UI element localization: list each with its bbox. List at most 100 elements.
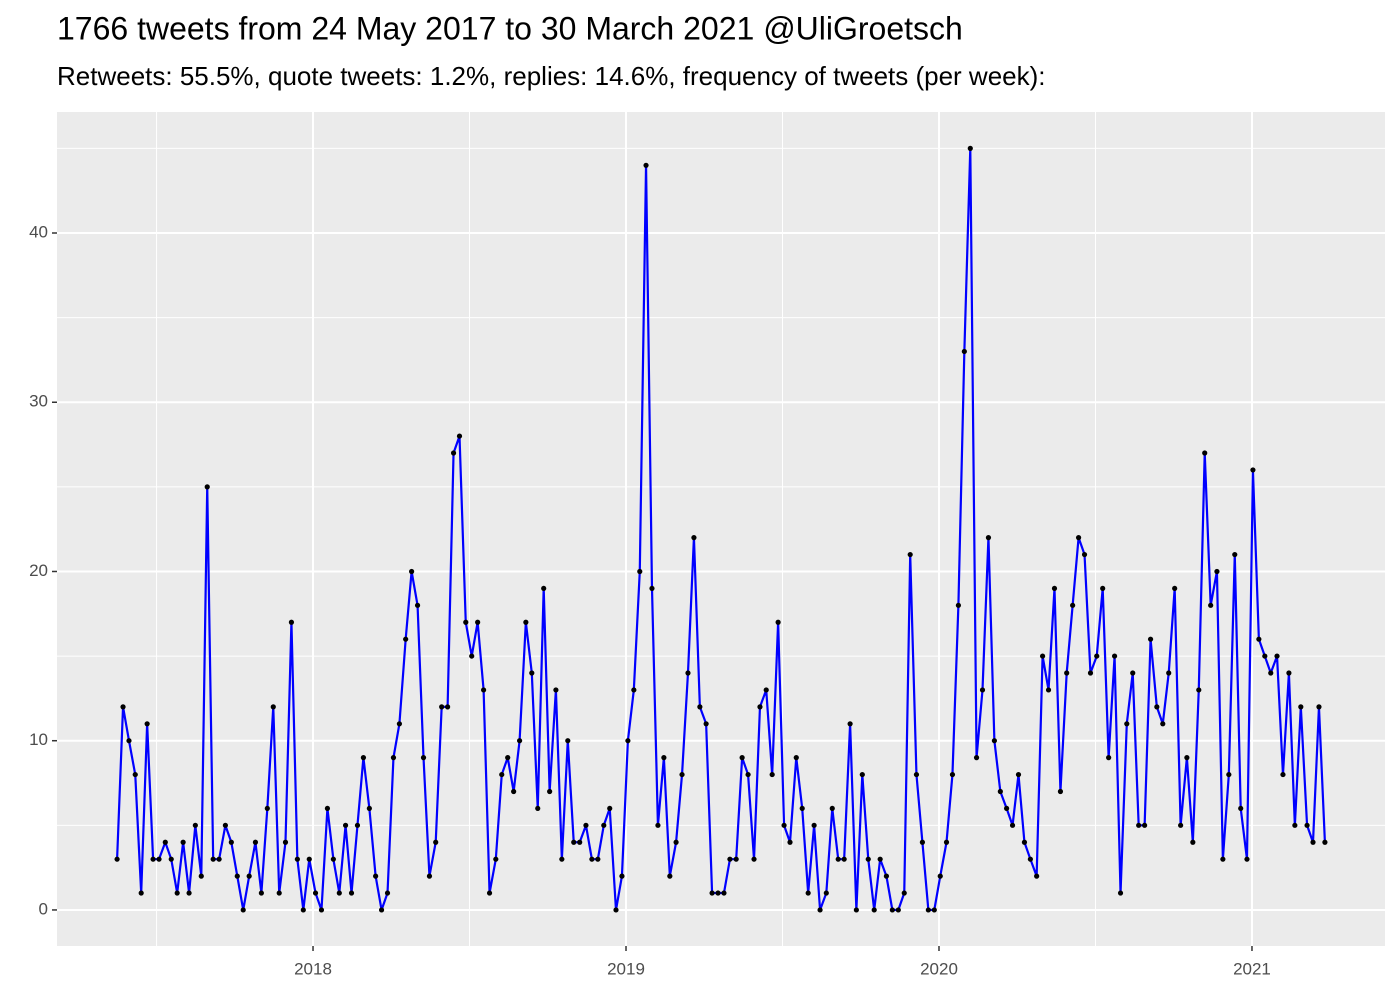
chart-title: 1766 tweets from 24 May 2017 to 30 March… [57,10,963,46]
data-point [805,890,811,896]
data-point [565,738,571,744]
data-point [198,873,204,879]
data-point [625,738,631,744]
data-point [300,907,306,913]
data-point [661,755,667,761]
data-point [643,162,649,168]
data-point [469,653,475,659]
data-point [1009,822,1016,828]
data-point [1262,653,1268,659]
data-point [162,839,168,845]
data-point [1136,822,1142,828]
data-point [409,568,415,575]
data-point [577,839,583,845]
data-point [312,890,319,896]
data-point [847,721,853,727]
data-point [1070,602,1076,608]
data-point [709,890,715,896]
y-tick-label: 40 [29,222,48,241]
data-point [150,856,156,862]
data-point [1208,602,1214,608]
data-point [324,805,331,812]
data-point [1196,687,1202,693]
data-point [493,856,499,862]
data-point [919,839,926,845]
data-point [516,738,523,744]
data-point [1220,856,1226,862]
data-point [1268,670,1274,676]
data-point [180,839,186,845]
data-point [901,890,907,896]
data-point [360,755,367,761]
data-point [1184,755,1190,761]
data-point [384,890,391,896]
data-point [240,907,246,913]
data-point [450,450,457,456]
data-point [1064,670,1070,676]
data-point [132,771,138,778]
data-point [559,856,565,862]
data-point [961,348,967,355]
data-point [282,839,289,845]
data-point [276,890,282,896]
data-point [1172,585,1178,592]
data-point [949,771,956,778]
data-point [829,805,835,812]
data-point [336,890,342,896]
data-point [1015,771,1022,778]
data-point [1111,653,1118,659]
data-point [456,433,463,439]
data-point [589,856,595,862]
data-point [835,856,841,862]
data-point [396,721,403,727]
data-point [1087,670,1094,676]
data-point [703,721,709,727]
data-point [907,551,913,558]
data-point [445,704,451,710]
data-point [523,619,529,625]
data-point [1057,788,1064,795]
data-line [115,147,1327,912]
data-point [811,822,817,828]
data-point [763,687,769,693]
data-point [859,771,865,778]
data-point [571,839,577,845]
x-tick-label: 2021 [1233,959,1271,978]
data-point [1051,585,1058,592]
data-point [264,805,270,812]
data-point [222,822,228,828]
x-tick-label: 2018 [294,959,332,978]
data-point [973,755,980,761]
data-point [1039,653,1046,659]
data-point [1021,839,1028,845]
data-point [366,805,372,812]
data-point [1310,839,1316,845]
data-point [499,771,505,778]
data-point [841,856,847,862]
data-point [1214,568,1220,575]
data-point [1147,636,1154,642]
data-point [1034,873,1040,879]
data-point [252,839,259,845]
data-point [439,704,445,710]
data-point [649,585,655,592]
data-point [318,907,325,913]
data-point [294,856,300,862]
data-point [943,839,950,845]
data-point [120,704,126,710]
data-point [1316,704,1322,710]
data-point [745,771,751,778]
data-point [979,687,986,693]
data-point [1244,856,1250,862]
data-point [1190,839,1196,845]
data-point [757,704,763,710]
data-point [895,907,901,913]
data-point [967,145,973,151]
data-point [529,670,535,676]
data-point [1154,704,1160,710]
data-point [192,822,198,828]
data-point [637,568,643,575]
data-point [1178,822,1184,828]
data-point [781,822,787,828]
data-point [1106,755,1112,761]
